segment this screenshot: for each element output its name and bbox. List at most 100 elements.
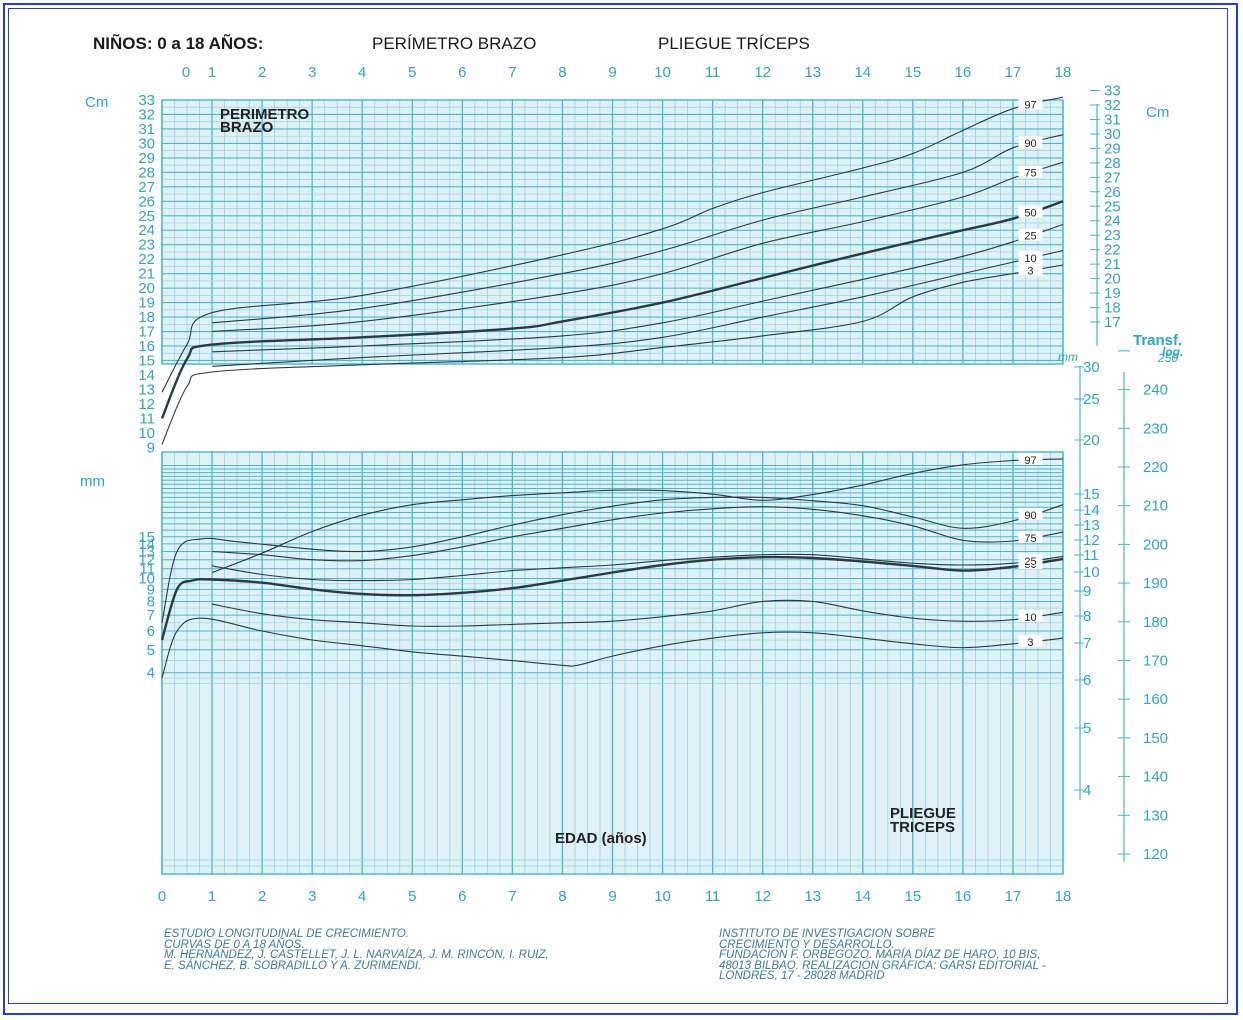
series-label-triceps-p25: 25 xyxy=(1024,556,1036,568)
y-axis-label-cm-right: Cm xyxy=(1146,104,1169,121)
credit-line: M. Hernández, J. Castellet, J. L. Narvaí… xyxy=(164,949,549,961)
y-tick-label-right-cm: 21 xyxy=(1104,256,1121,273)
series-line-triceps-p10 xyxy=(211,599,1064,627)
y-tick-label-left-mm: 8 xyxy=(147,593,155,610)
x-tick-label-top: 11 xyxy=(705,64,721,81)
chart-main-title: NIÑOS: 0 a 18 AÑOS: xyxy=(93,34,264,53)
y2-axis-label: Transf. xyxy=(1133,332,1182,349)
series-label-triceps-p10: 10 xyxy=(1024,612,1036,624)
series-label-bg xyxy=(1018,452,1043,465)
x-tick-label-bottom: 5 xyxy=(408,888,416,905)
y2-tick-label: 120 xyxy=(1143,846,1168,863)
series-label-bg xyxy=(1018,634,1043,647)
series-label-bg xyxy=(1018,205,1043,218)
credit-line: CRECIMIENTO Y DESARROLLO. xyxy=(719,938,895,951)
series-label-bg xyxy=(1018,165,1043,178)
x-tick-label-top: 10 xyxy=(654,64,671,81)
x-tick-label-bottom: 13 xyxy=(804,888,821,905)
y-axis-label-cm-left: Cm xyxy=(85,94,108,111)
y-tick-label-left-mm: 15 xyxy=(138,529,155,546)
y-tick-label-left-upper: 26 xyxy=(138,193,155,210)
y-tick-label-right-mm: 8 xyxy=(1083,608,1091,625)
grid-lines xyxy=(161,99,1064,874)
y-tick-label-left-upper: 29 xyxy=(138,150,155,167)
series-label-arm-p10: 10 xyxy=(1024,253,1036,265)
credit-line: E. Sánchez, B. Sobradillo y A. Zurimendi… xyxy=(164,959,422,972)
y-axis-label-mm-right: mm xyxy=(1058,350,1078,364)
y-tick-label-left-lower: 11 xyxy=(139,410,155,427)
y-tick-label-left-lower: 10 xyxy=(138,425,155,442)
series-line-triceps-p3 xyxy=(161,617,1064,679)
series-line-triceps-p50 xyxy=(160,555,1064,641)
y-tick-label-left-upper: 18 xyxy=(138,309,155,326)
y-tick-label-right-mm: 4 xyxy=(1083,782,1091,799)
series-line-arm-p50 xyxy=(160,200,1064,419)
y-tick-label-left-lower: 9 xyxy=(147,439,155,456)
y2-tick-label: 230 xyxy=(1143,420,1168,437)
y-tick-label-left-upper: 17 xyxy=(138,324,155,341)
y2-tick-label: 200 xyxy=(1143,536,1168,553)
series-label-bg xyxy=(1018,251,1043,264)
y-tick-label-right-mm: 30 xyxy=(1083,359,1100,376)
y-tick-label-right-cm: 26 xyxy=(1104,184,1121,201)
y-tick-label-right-mm: 9 xyxy=(1083,583,1091,600)
y-tick-label-right-cm: 18 xyxy=(1104,300,1121,317)
y-tick-label-right-mm: 20 xyxy=(1083,432,1100,449)
panel-title-arm-line1: PERIMETRO xyxy=(220,106,310,123)
x-tick-label-bottom: 1 xyxy=(208,888,216,905)
y-tick-label-right-cm: 29 xyxy=(1104,140,1121,157)
x-tick-label-top: 2 xyxy=(258,64,266,81)
x-tick-label-top: 16 xyxy=(955,64,972,81)
series-label-arm-p50: 50 xyxy=(1024,208,1036,220)
y-tick-label-right-cm: 27 xyxy=(1104,169,1121,186)
y-tick-label-right-cm: 31 xyxy=(1104,111,1121,128)
series-label-bg xyxy=(1018,530,1043,543)
panel-title-triceps-line1: PLIEGUE xyxy=(890,805,956,822)
series-label-bg xyxy=(1018,263,1043,276)
y-tick-label-left-mm: 5 xyxy=(147,642,155,659)
x-tick-label-bottom: 4 xyxy=(358,888,366,905)
y-tick-label-right-cm: 32 xyxy=(1104,97,1121,114)
series-line-arm-p10 xyxy=(212,249,1064,367)
series-label-arm-p25: 25 xyxy=(1024,231,1036,243)
lower-plot-border xyxy=(161,451,1064,875)
y-tick-label-right-cm: 19 xyxy=(1104,285,1121,302)
y-tick-label-left-upper: 20 xyxy=(138,280,155,297)
y-tick-label-left-upper: 33 xyxy=(138,92,155,109)
series-line-triceps-p97 xyxy=(211,458,1064,574)
y-tick-label-right-mm: 10 xyxy=(1083,564,1100,581)
x-tick-label-top: 9 xyxy=(608,64,616,81)
x-tick-label-top: 15 xyxy=(904,64,921,81)
series-label-bg xyxy=(1018,136,1043,149)
credit-line: ESTUDIO LONGITUDINAL DE CRECIMIENTO. xyxy=(164,928,409,940)
y-tick-label-right-mm: 6 xyxy=(1083,672,1091,689)
x-tick-label-bottom: 14 xyxy=(854,888,871,905)
x-tick-label-bottom: 9 xyxy=(608,888,616,905)
y-tick-label-left-mm: 10 xyxy=(138,571,155,588)
y-tick-label-left-upper: 30 xyxy=(138,135,155,152)
series-label-bg xyxy=(1018,610,1043,623)
x-tick-label-top: 17 xyxy=(1005,64,1022,81)
y2-tick-label: 150 xyxy=(1143,730,1168,747)
x-tick-label-bottom: 7 xyxy=(508,888,516,905)
y-tick-label-right-cm: 22 xyxy=(1104,242,1121,259)
y-tick-label-right-cm: 24 xyxy=(1104,213,1121,230)
y-tick-label-left-lower: 13 xyxy=(138,381,155,398)
credit-line: Londres, 17 - 28028 MADRID xyxy=(719,970,885,982)
credit-line: 48013 BILBAO. Realización Gráfica: Garsi… xyxy=(719,959,1046,972)
credit-line: INSTITUTO DE INVESTIGACION SOBRE xyxy=(719,928,936,940)
x-axis-label: EDAD (años) xyxy=(555,830,647,847)
x-tick-label-bottom: 0 xyxy=(158,888,166,905)
credit-line: FUNDACION F. ORBEGOZO. María Díaz de Har… xyxy=(719,949,1041,961)
y-tick-label-left-upper: 31 xyxy=(138,121,155,138)
chart-subtitle-arm-perimeter: PERÍMETRO BRAZO xyxy=(372,34,537,53)
y2-tick-label: 180 xyxy=(1143,614,1168,631)
y-tick-label-left-mm: 14 xyxy=(138,536,155,553)
x-tick-label-top: 14 xyxy=(854,64,871,81)
y-tick-label-left-upper: 24 xyxy=(138,222,155,239)
y2-tick-label: 240 xyxy=(1143,382,1168,399)
x-tick-label-top: 1 xyxy=(208,64,216,81)
x-tick-label-bottom: 6 xyxy=(458,888,466,905)
x-tick-label-top: 3 xyxy=(308,64,316,81)
